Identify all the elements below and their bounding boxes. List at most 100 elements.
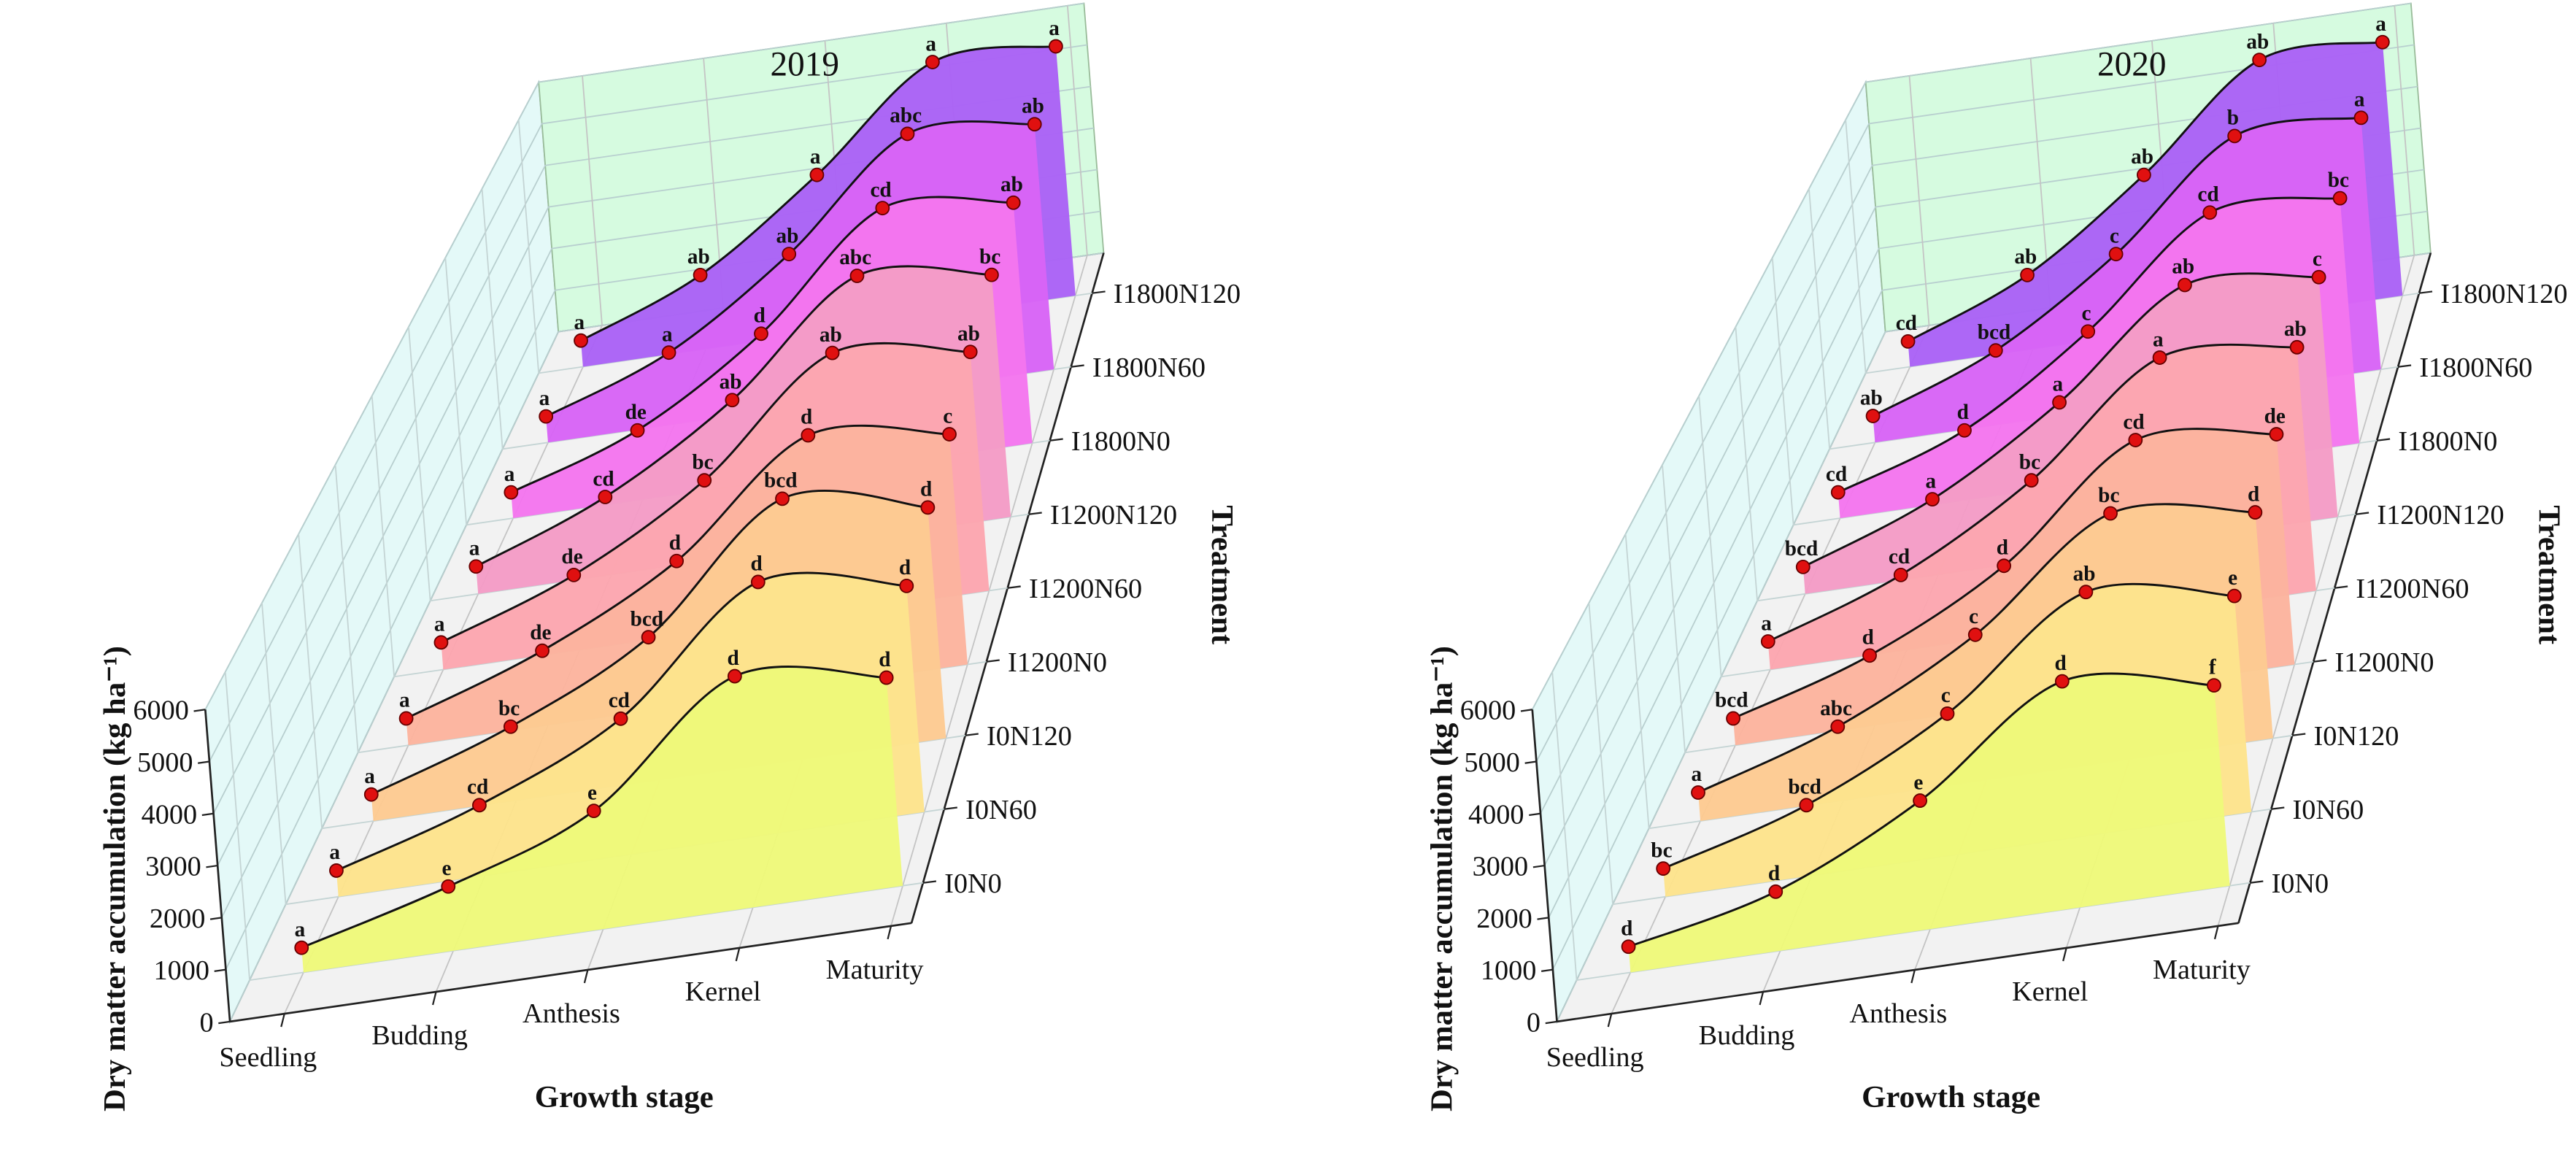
significance-letter: cd	[593, 467, 614, 490]
data-point	[2207, 678, 2221, 693]
data-point	[2152, 350, 2167, 365]
data-point	[503, 719, 518, 734]
y-tick-label: I1800N60	[2419, 352, 2532, 383]
x-tick-label: Maturity	[2153, 955, 2251, 985]
significance-letter: bc	[2098, 484, 2119, 507]
significance-letter: cd	[870, 178, 891, 201]
data-point	[2078, 585, 2094, 600]
significance-letter: c	[1969, 605, 1978, 628]
z-tick	[206, 864, 218, 868]
significance-letter: ab	[820, 323, 842, 347]
significance-letter: cd	[1826, 463, 1847, 486]
data-point	[2054, 674, 2070, 689]
x-axis	[229, 922, 912, 1023]
data-point	[1726, 711, 1740, 726]
x-tick	[432, 991, 437, 1006]
significance-letter: ab	[1000, 173, 1023, 196]
significance-letter: ab	[1022, 95, 1044, 118]
data-point	[1656, 861, 1671, 876]
y-tick	[1007, 585, 1021, 589]
z-tick	[198, 760, 210, 764]
y-tick-label: I1800N0	[1071, 426, 1171, 457]
significance-letter: a	[2053, 373, 2064, 396]
significance-letter: ab	[2284, 317, 2307, 341]
data-point	[586, 803, 601, 819]
significance-letter: a	[574, 311, 585, 334]
x-tick-label: Kernel	[685, 976, 761, 1007]
x-tick	[1607, 1013, 1613, 1028]
data-point	[1865, 409, 1881, 423]
data-point	[598, 490, 613, 504]
data-point	[363, 787, 379, 802]
data-point	[1957, 423, 1972, 438]
significance-letter: d	[879, 648, 890, 671]
y-tick-label: I1800N120	[1114, 279, 1241, 309]
chart-title: 2020	[2097, 46, 2167, 84]
z-tick-label: 2000	[1476, 903, 1532, 934]
significance-letter: a	[1691, 763, 1702, 786]
significance-letter: d	[899, 556, 911, 579]
significance-letter: a	[662, 323, 673, 346]
data-point	[875, 201, 890, 216]
z-tick-label: 0	[199, 1007, 213, 1038]
x-tick-label: Kernel	[2012, 976, 2088, 1007]
y-tick	[2334, 585, 2348, 589]
data-point	[825, 345, 840, 361]
data-point	[1691, 785, 1705, 800]
significance-letter: bcd	[1788, 776, 1821, 799]
y-tick	[1092, 290, 1106, 294]
significance-letter: ab	[2073, 562, 2096, 585]
significance-letter: bc	[2019, 450, 2040, 474]
floor-grid-line	[890, 5, 1088, 927]
significance-letter: a	[399, 689, 410, 712]
significance-letter: a	[434, 613, 445, 636]
y-tick	[2418, 290, 2433, 294]
z-tick-label: 4000	[1468, 799, 1524, 830]
significance-letter: a	[925, 32, 936, 55]
y-tick-label: I1200N0	[1008, 647, 1107, 678]
data-point	[2311, 269, 2326, 285]
data-point	[1862, 648, 1877, 663]
data-point	[942, 427, 957, 442]
significance-letter: bcd	[764, 469, 798, 493]
significance-letter: e	[442, 857, 452, 880]
significance-letter: de	[561, 545, 582, 568]
data-point	[782, 247, 797, 262]
y-tick	[986, 659, 1000, 663]
significance-letter: d	[1768, 862, 1780, 885]
z-tick-label: 3000	[1473, 852, 1529, 882]
data-point	[1048, 39, 1063, 54]
data-point	[1795, 559, 1810, 574]
significance-letter: c	[2110, 224, 2119, 247]
significance-letter: ab	[1860, 386, 1883, 409]
floor-grid-line	[283, 75, 603, 1014]
significance-letter: bcd	[1978, 320, 2011, 344]
data-point	[963, 344, 978, 360]
significance-letter: a	[504, 463, 515, 486]
y-tick-label: I1200N120	[2377, 500, 2504, 531]
data-point	[433, 635, 449, 650]
x-tick	[1759, 991, 1765, 1006]
y-tick-label: I0N120	[2313, 721, 2399, 752]
y-tick-label: I0N60	[965, 795, 1037, 825]
significance-letter: de	[625, 401, 647, 424]
y-axis-title: Treatment	[1205, 505, 1239, 644]
significance-letter: d	[1621, 917, 1632, 941]
data-point	[725, 393, 740, 408]
x-tick-label: Seedling	[219, 1042, 317, 1073]
y-tick	[2250, 880, 2264, 884]
data-point	[535, 643, 549, 658]
x-axis	[1557, 922, 2239, 1023]
y-tick	[2376, 438, 2391, 442]
data-point	[504, 485, 519, 500]
significance-letter: d	[1862, 626, 1874, 650]
y-tick	[1028, 512, 1042, 515]
y-tick-label: I0N120	[987, 721, 1072, 752]
x-axis-title: Growth stage	[1862, 1080, 2040, 1114]
significance-letter: d	[1997, 536, 2008, 560]
data-point	[2024, 473, 2039, 488]
data-point	[1830, 719, 1846, 734]
data-point	[468, 559, 484, 574]
